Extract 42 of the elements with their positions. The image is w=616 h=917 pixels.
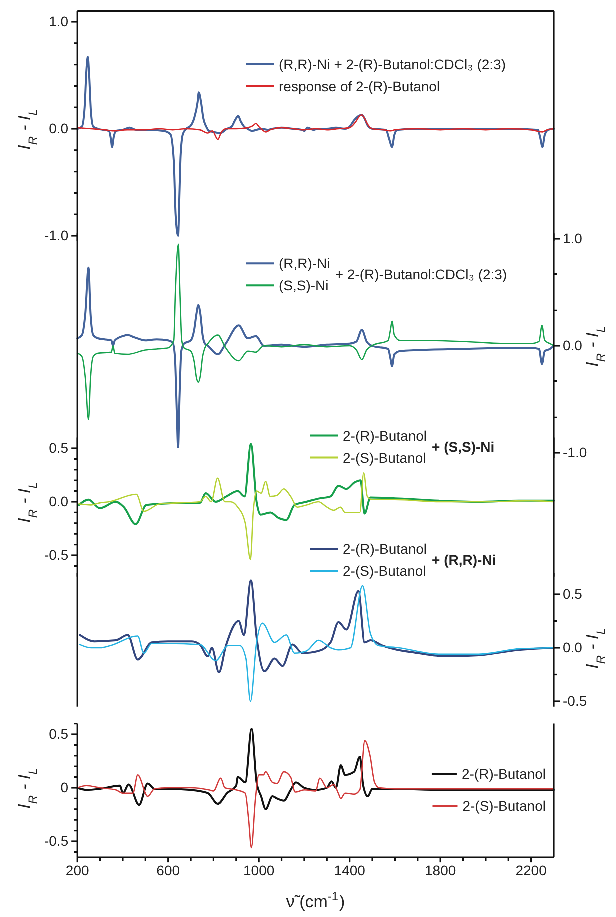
annotation: + 2-(R)-Butanol:CDCl₃ (2:3) xyxy=(335,266,508,283)
legend-label: (R,R)-Ni xyxy=(279,256,330,272)
y-tick-label: 0 xyxy=(60,779,69,796)
y-tick-label: 0.5 xyxy=(563,586,583,602)
y-tick-label: 1.0 xyxy=(563,230,583,246)
line-series xyxy=(76,56,555,237)
line-series xyxy=(79,580,555,674)
legend-label: 2-(R)-Butanol xyxy=(462,766,546,782)
y-tick-label: -1.0 xyxy=(563,444,588,460)
legend-label: response of 2-(R)-Butanol xyxy=(279,78,440,94)
y-tick-label: 0.0 xyxy=(49,120,69,136)
y-tick-label: 1.0 xyxy=(49,13,69,30)
legend-label: (R,R)-Ni + 2-(R)-Butanol:CDCl₃ (2:3) xyxy=(279,56,506,72)
y-tick-label: -0.5 xyxy=(44,546,69,563)
legend-label: 2-(S)-Butanol xyxy=(343,563,426,580)
line-series xyxy=(76,740,555,849)
line-series xyxy=(79,585,555,702)
line-series xyxy=(76,114,555,140)
x-tick-label: 600 xyxy=(156,862,180,878)
y-tick-label: 0.5 xyxy=(49,440,69,456)
x-tick-label: 2200 xyxy=(516,862,548,878)
y-tick-label: -1.0 xyxy=(44,227,69,244)
y-tick-label: 0.5 xyxy=(49,726,69,742)
y-tick-label: -0.5 xyxy=(563,692,588,709)
x-axis-title: ν̃ (cm$^{-1}$) xyxy=(286,890,346,912)
legend-label: 2-(S)-Butanol xyxy=(343,450,426,466)
y-tick-label: 0.0 xyxy=(49,493,69,510)
annotation: + (S,S)-Ni xyxy=(432,438,495,455)
y-tick-label: 0.0 xyxy=(563,639,583,656)
x-tick-label: 1800 xyxy=(424,862,456,878)
annotation: + (R,R)-Ni xyxy=(432,552,496,568)
x-tick-label: 200 xyxy=(66,862,90,878)
y-tick-label: 0.0 xyxy=(563,337,583,354)
line-series xyxy=(78,443,555,526)
legend-label: 2-(R)-Butanol xyxy=(343,428,428,444)
x-tick-label: 1000 xyxy=(244,862,275,878)
legend-label: 2-(R)-Butanol xyxy=(343,541,428,558)
y-tick-label: -0.5 xyxy=(44,832,69,849)
line-series xyxy=(76,244,555,420)
legend-label: (S,S)-Ni xyxy=(279,278,329,294)
x-tick-label: 1400 xyxy=(334,862,366,878)
legend-label: 2-(S)-Butanol xyxy=(462,798,546,814)
